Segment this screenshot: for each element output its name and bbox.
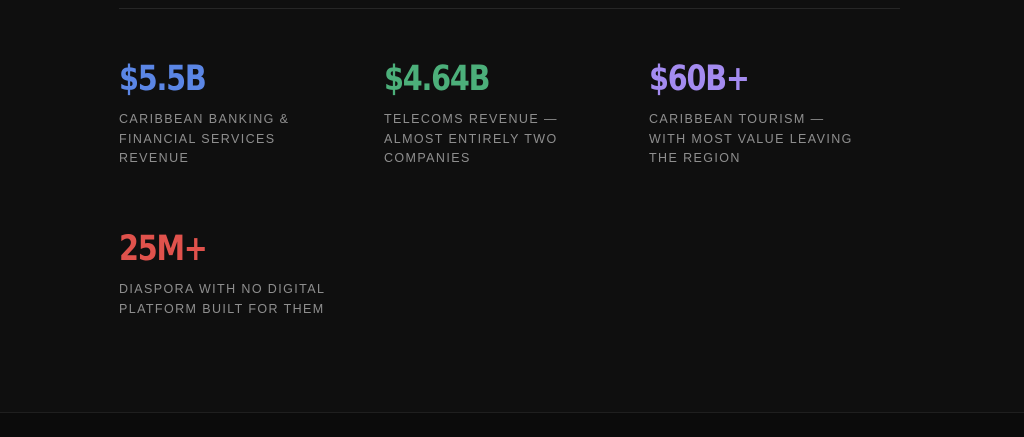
footer-bar bbox=[0, 412, 1024, 437]
stat-tourism: $60B+ CARIBBEAN TOURISM — WITH MOST VALU… bbox=[649, 54, 889, 169]
stat-description: DIASPORA WITH NO DIGITAL PLATFORM BUILT … bbox=[119, 282, 325, 316]
top-divider bbox=[119, 8, 900, 9]
stat-description: CARIBBEAN BANKING & FINANCIAL SERVICES R… bbox=[119, 112, 290, 165]
stats-section: $5.5B CARIBBEAN BANKING & FINANCIAL SERV… bbox=[119, 54, 919, 334]
stat-value: $60B+ bbox=[649, 59, 750, 99]
stat-banking: $5.5B CARIBBEAN BANKING & FINANCIAL SERV… bbox=[119, 54, 359, 169]
stat-diaspora: 25M+ DIASPORA WITH NO DIGITAL PLATFORM B… bbox=[119, 224, 359, 319]
stat-telecoms: $4.64B TELECOMS REVENUE — ALMOST ENTIREL… bbox=[384, 54, 624, 169]
stat-description: CARIBBEAN TOURISM — WITH MOST VALUE LEAV… bbox=[649, 112, 853, 165]
stat-value: $5.5B bbox=[119, 59, 207, 99]
stat-value: $4.64B bbox=[384, 59, 491, 99]
stat-description: TELECOMS REVENUE — ALMOST ENTIRELY TWO C… bbox=[384, 112, 558, 165]
stat-value: 25M+ bbox=[119, 229, 208, 269]
